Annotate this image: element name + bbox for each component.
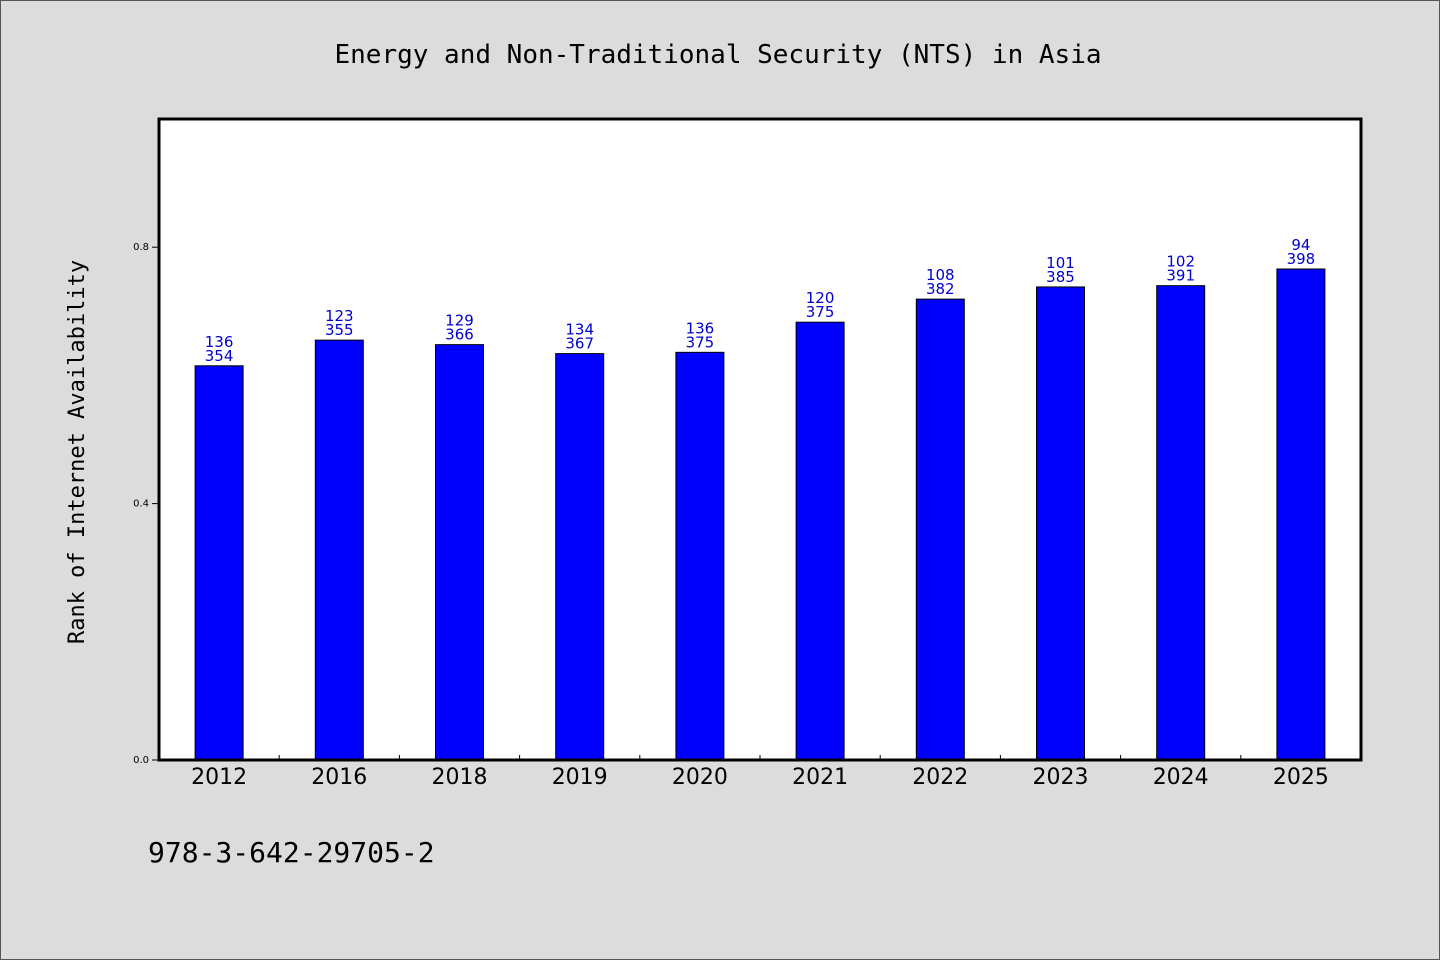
bar-2024 xyxy=(1156,285,1206,761)
bar-2020 xyxy=(675,351,725,761)
bar-2022 xyxy=(915,298,965,761)
data-label-bottom-2018: 366 xyxy=(445,326,474,344)
data-label-bottom-2021: 375 xyxy=(806,303,835,321)
chart-title: Energy and Non-Traditional Security (NTS… xyxy=(334,40,1101,70)
plot-border xyxy=(157,117,1363,762)
x-tick-label-2021: 2021 xyxy=(792,765,848,790)
data-label-top-2019: 134 xyxy=(565,321,594,339)
x-tick-label-2012: 2012 xyxy=(191,765,247,790)
bar-2021 xyxy=(795,321,845,761)
data-label-bottom-2024: 391 xyxy=(1166,267,1195,285)
data-label-bottom-2012: 354 xyxy=(205,347,234,365)
x-tick-label-2024: 2024 xyxy=(1153,765,1209,790)
data-label-top-2025: 94 xyxy=(1291,236,1310,254)
data-label-top-2023: 101 xyxy=(1046,254,1075,272)
y-tick-label-1: 0.4 xyxy=(133,499,149,510)
bars xyxy=(194,268,1326,761)
x-axis: 2012 2016 2018 2019 2020 2021 2022 2023 2024 2025 xyxy=(191,755,1329,790)
data-label-top-2024: 102 xyxy=(1166,253,1195,271)
data-label-top-2012: 136 xyxy=(205,333,234,351)
data-label-bottom-2023: 385 xyxy=(1046,268,1075,286)
data-label-bottom-2019: 367 xyxy=(565,335,594,353)
bar-2016 xyxy=(314,339,364,761)
data-label-bottom-2016: 355 xyxy=(325,321,354,339)
x-tick-label-2025: 2025 xyxy=(1273,765,1329,790)
x-tick-label-2022: 2022 xyxy=(912,765,968,790)
data-label-top-2021: 120 xyxy=(806,289,835,307)
data-label-top-2018: 129 xyxy=(445,312,474,330)
y-axis: 0.0 0.4 0.8 xyxy=(133,242,159,766)
bar-2012 xyxy=(194,365,244,761)
x-tick-label-2019: 2019 xyxy=(552,765,608,790)
data-label-top-2022: 108 xyxy=(926,266,955,284)
data-label-bottom-2022: 382 xyxy=(926,280,955,298)
x-tick-label-2020: 2020 xyxy=(672,765,728,790)
y-tick-label-0: 0.0 xyxy=(133,755,149,766)
x-tick-label-2018: 2018 xyxy=(432,765,488,790)
data-label-bottom-2025: 398 xyxy=(1287,250,1316,268)
bar-2025 xyxy=(1276,268,1326,761)
bar-2018 xyxy=(435,344,484,761)
bar-2023 xyxy=(1036,286,1085,761)
y-tick-label-2: 0.8 xyxy=(133,242,149,253)
data-label-bottom-2020: 375 xyxy=(686,333,715,351)
isbn-footer: 978-3-642-29705-2 xyxy=(148,836,435,869)
data-label-top-2016: 123 xyxy=(325,307,354,325)
x-tick-label-2016: 2016 xyxy=(311,765,367,790)
bar-2019 xyxy=(555,353,605,761)
x-tick-label-2023: 2023 xyxy=(1033,765,1089,790)
y-axis-label: Rank of Internet Availability xyxy=(65,260,90,644)
data-label-top-2020: 136 xyxy=(686,319,715,337)
